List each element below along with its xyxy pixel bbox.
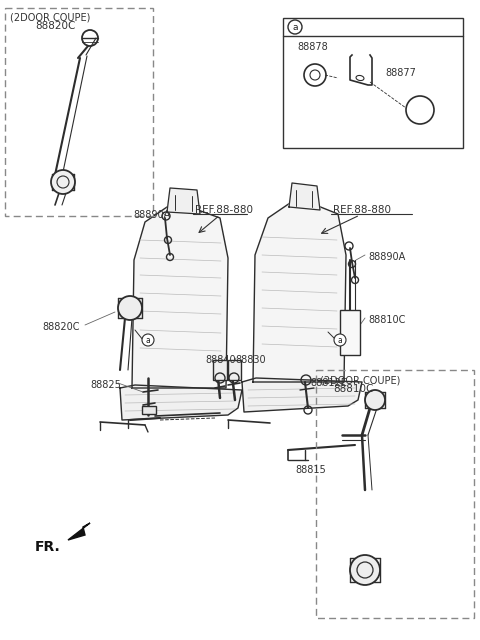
- Circle shape: [118, 296, 142, 320]
- Circle shape: [350, 555, 380, 585]
- Text: a: a: [292, 22, 298, 31]
- Text: 88810C: 88810C: [368, 315, 406, 325]
- Text: (2DOOR COUPE): (2DOOR COUPE): [10, 12, 90, 22]
- Text: FR.: FR.: [35, 540, 61, 554]
- Polygon shape: [132, 207, 228, 388]
- Text: 88825: 88825: [90, 380, 121, 390]
- Polygon shape: [120, 385, 242, 420]
- Text: 88820C: 88820C: [42, 322, 80, 332]
- Circle shape: [365, 390, 385, 410]
- Bar: [228, 360, 241, 380]
- Circle shape: [51, 170, 75, 194]
- Bar: [213, 360, 227, 380]
- Text: 88840: 88840: [205, 355, 236, 365]
- Text: 88830: 88830: [235, 355, 265, 365]
- Polygon shape: [289, 183, 320, 210]
- Circle shape: [334, 334, 346, 346]
- Text: (2DOOR COUPE): (2DOOR COUPE): [320, 375, 400, 385]
- Text: 88812E: 88812E: [310, 378, 347, 388]
- Bar: [316, 370, 474, 618]
- Text: a: a: [145, 335, 150, 344]
- Text: 88890A: 88890A: [368, 252, 405, 262]
- Text: 88877: 88877: [385, 68, 416, 78]
- Bar: [283, 18, 463, 148]
- Bar: [340, 310, 360, 355]
- Text: 88890A: 88890A: [133, 210, 170, 220]
- Text: REF.88-880: REF.88-880: [333, 205, 391, 215]
- Bar: [142, 406, 156, 414]
- Text: 88815: 88815: [295, 465, 326, 475]
- Text: 88878: 88878: [297, 42, 328, 52]
- Polygon shape: [242, 378, 362, 412]
- Circle shape: [288, 20, 302, 34]
- Text: a: a: [337, 335, 342, 344]
- Polygon shape: [167, 188, 200, 214]
- Text: REF.88-880: REF.88-880: [195, 205, 253, 215]
- Polygon shape: [68, 523, 90, 540]
- Circle shape: [142, 334, 154, 346]
- Text: 88820C: 88820C: [35, 21, 75, 31]
- Polygon shape: [253, 203, 346, 382]
- Bar: [5, 8, 153, 216]
- Text: 88810C: 88810C: [333, 384, 373, 394]
